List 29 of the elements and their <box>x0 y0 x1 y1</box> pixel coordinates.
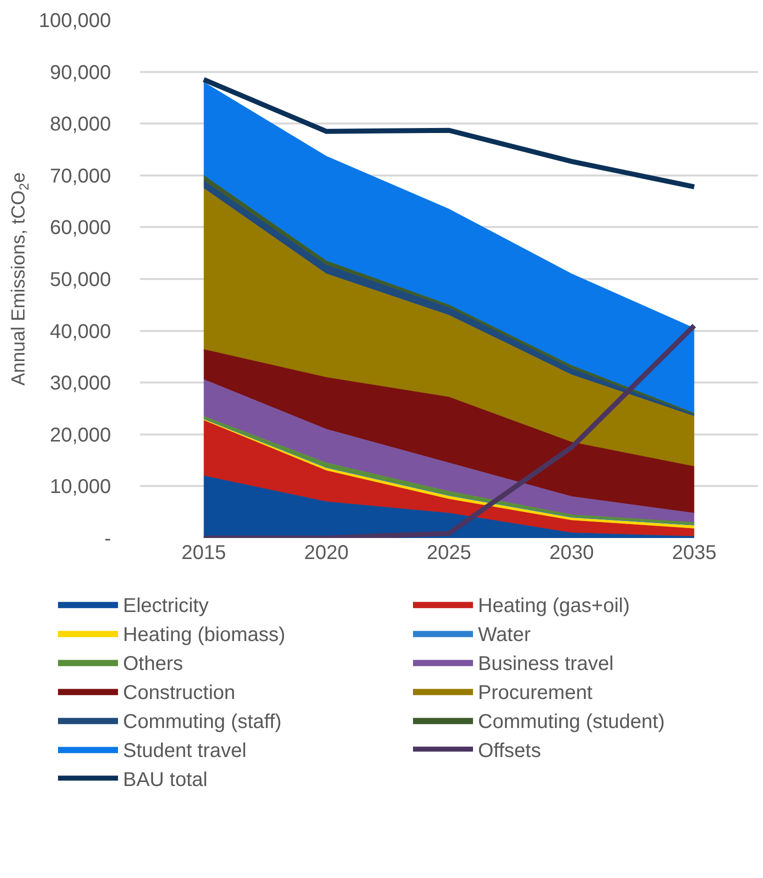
y-tick-label: 20,000 <box>50 424 111 446</box>
legend-label: Water <box>478 624 531 646</box>
legend-label: Construction <box>123 682 236 704</box>
y-tick-label: 40,000 <box>50 320 111 343</box>
legend-label: Commuting (staff) <box>123 710 282 733</box>
y-tick-label: 80,000 <box>50 114 111 136</box>
x-tick-label: 2035 <box>672 542 716 564</box>
y-tick-label: - <box>104 528 111 550</box>
y-tick-label: 50,000 <box>50 269 111 291</box>
legend-label: Offsets <box>478 740 541 762</box>
legend-label: Student travel <box>123 740 246 762</box>
y-tick-label: 60,000 <box>50 217 111 240</box>
y-tick-label: 10,000 <box>50 476 111 498</box>
legend-label: Heating (gas+oil) <box>478 594 630 617</box>
x-tick-label: 2020 <box>304 542 349 564</box>
legend-label: Heating (biomass) <box>123 624 286 646</box>
y-tick-label: 90,000 <box>50 62 111 84</box>
legend-label: Procurement <box>478 682 593 704</box>
y-tick-label: 70,000 <box>50 165 111 188</box>
x-tick-label: 2025 <box>426 542 472 564</box>
y-tick-label: 100,000 <box>38 10 111 32</box>
legend-label: Business travel <box>478 652 614 675</box>
legend-label: Others <box>123 652 184 675</box>
legend-label: Commuting (student) <box>478 710 665 733</box>
y-tick-label: 30,000 <box>50 372 111 395</box>
legend-label: Electricity <box>123 594 209 617</box>
legend-label: BAU total <box>123 768 208 791</box>
x-tick-label: 2015 <box>182 542 226 564</box>
x-tick-label: 2030 <box>549 542 594 564</box>
